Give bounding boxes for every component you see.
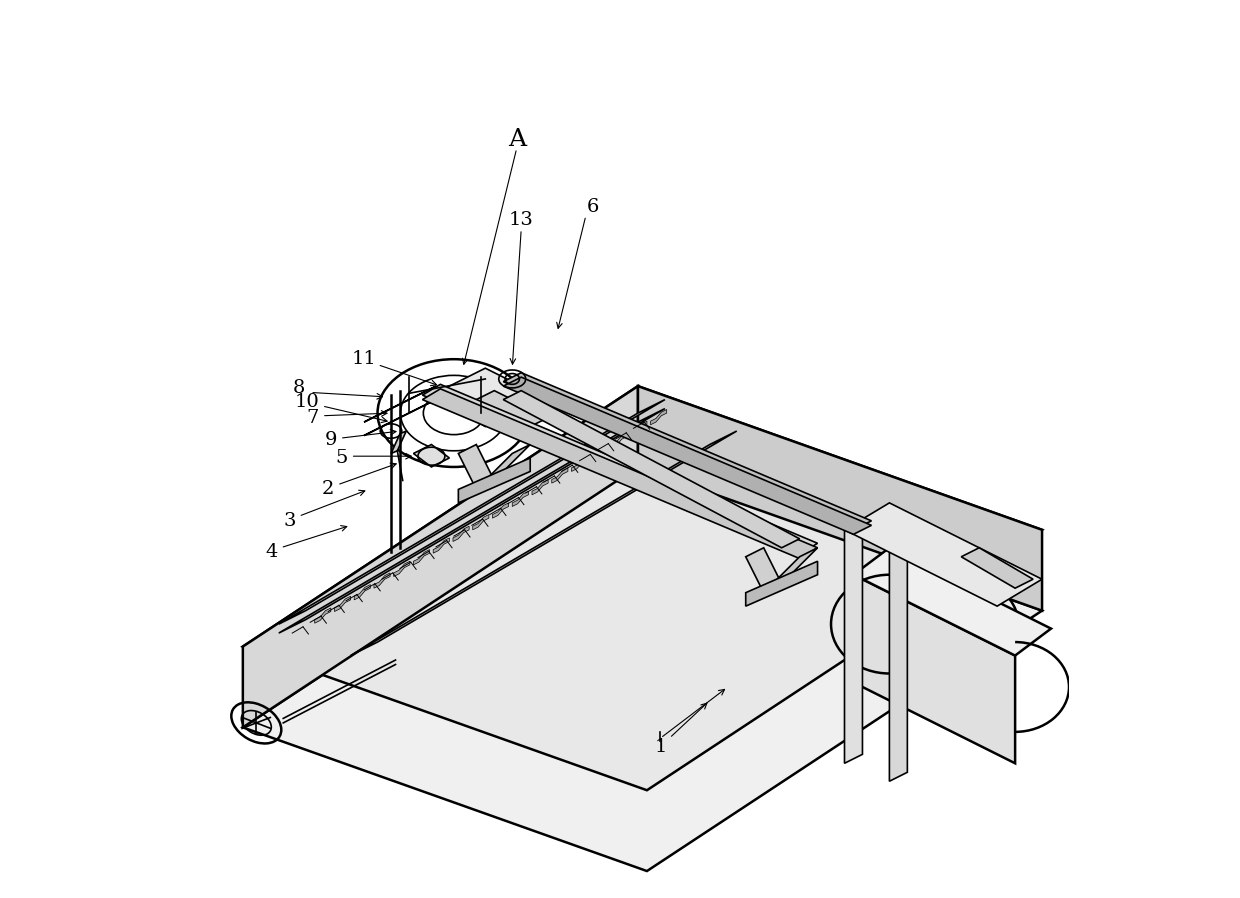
- Polygon shape: [459, 391, 548, 436]
- Polygon shape: [243, 386, 1042, 790]
- Polygon shape: [764, 548, 817, 593]
- Polygon shape: [552, 468, 568, 483]
- Polygon shape: [351, 431, 737, 656]
- Polygon shape: [611, 433, 627, 448]
- Polygon shape: [315, 608, 331, 623]
- Polygon shape: [844, 521, 863, 763]
- Text: 4: 4: [265, 543, 278, 561]
- Text: 3: 3: [283, 512, 296, 530]
- Polygon shape: [745, 561, 817, 606]
- Polygon shape: [279, 400, 665, 624]
- Polygon shape: [512, 491, 528, 506]
- Text: 1: 1: [655, 738, 667, 756]
- Polygon shape: [335, 596, 351, 612]
- Polygon shape: [413, 445, 449, 467]
- Polygon shape: [365, 400, 436, 436]
- Polygon shape: [365, 386, 436, 422]
- Polygon shape: [423, 384, 817, 554]
- Polygon shape: [532, 480, 548, 495]
- Polygon shape: [853, 575, 1016, 763]
- Text: 5: 5: [336, 449, 347, 467]
- Polygon shape: [631, 421, 647, 436]
- Text: 10: 10: [295, 393, 320, 411]
- Polygon shape: [961, 548, 1033, 588]
- Polygon shape: [423, 389, 817, 559]
- Text: 9: 9: [325, 431, 337, 449]
- Polygon shape: [394, 561, 410, 577]
- Polygon shape: [637, 386, 1042, 611]
- Polygon shape: [503, 373, 872, 530]
- Polygon shape: [279, 409, 665, 633]
- Text: 6: 6: [587, 198, 599, 216]
- Text: 2: 2: [322, 480, 335, 498]
- Text: 11: 11: [352, 350, 377, 368]
- Polygon shape: [476, 445, 531, 489]
- Text: 13: 13: [508, 211, 533, 229]
- Polygon shape: [459, 445, 495, 489]
- Polygon shape: [432, 386, 495, 427]
- Polygon shape: [413, 550, 429, 565]
- Text: 8: 8: [293, 379, 305, 397]
- Polygon shape: [492, 503, 508, 518]
- Polygon shape: [572, 456, 588, 471]
- Polygon shape: [591, 445, 608, 460]
- Polygon shape: [432, 368, 548, 427]
- Polygon shape: [853, 548, 1052, 656]
- Text: A: A: [507, 128, 526, 151]
- Polygon shape: [374, 573, 391, 588]
- Polygon shape: [503, 377, 872, 534]
- Polygon shape: [355, 585, 371, 600]
- Polygon shape: [844, 503, 1042, 606]
- Polygon shape: [433, 538, 449, 553]
- Polygon shape: [391, 431, 407, 453]
- Polygon shape: [243, 386, 637, 727]
- Polygon shape: [472, 515, 489, 530]
- Polygon shape: [503, 391, 800, 548]
- Polygon shape: [243, 467, 1042, 871]
- Polygon shape: [651, 409, 667, 425]
- Polygon shape: [453, 526, 469, 541]
- Polygon shape: [889, 539, 908, 781]
- Text: 7: 7: [306, 409, 319, 427]
- Polygon shape: [459, 458, 531, 503]
- Polygon shape: [745, 548, 781, 593]
